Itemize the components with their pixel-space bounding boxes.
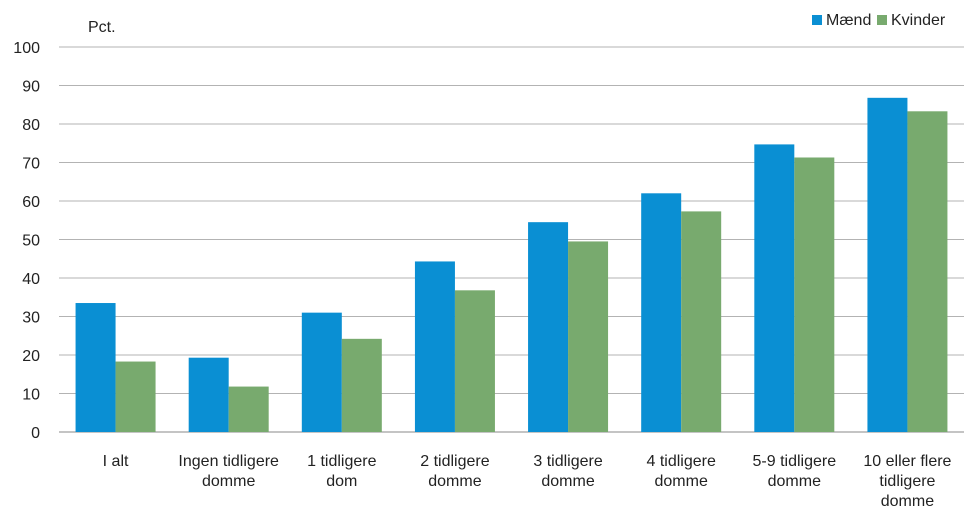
y-tick-label: 30 [22, 310, 40, 327]
x-category-label: 5-9 tidligere domme [753, 453, 837, 490]
legend-swatch [812, 15, 822, 25]
bar-kvinder [794, 157, 835, 432]
y-tick-label: 70 [22, 156, 40, 173]
x-category-label: 3 tidligere domme [533, 453, 602, 490]
y-tick-label: 100 [13, 40, 40, 57]
x-category-label: 10 eller flere tidligere domme [863, 453, 951, 510]
bar-kvinder [341, 338, 382, 432]
y-tick-label: 40 [22, 271, 40, 288]
y-tick-label: 20 [22, 348, 40, 365]
bar-maend [528, 222, 569, 432]
legend-swatch [877, 15, 887, 25]
bar-maend [754, 144, 795, 432]
x-category-label: 1 tidligere dom [307, 453, 376, 490]
y-tick-label: 90 [22, 79, 40, 96]
y-axis-unit-label: Pct. [88, 19, 116, 36]
x-category-label: 4 tidligere domme [647, 453, 716, 490]
legend-label: Kvinder [891, 12, 946, 29]
x-category-label: Ingen tidligere domme [178, 453, 279, 490]
x-axis-labels: I alt Ingen tidligere domme 1 tidligere dom 2… [103, 453, 952, 510]
bar-maend [414, 261, 455, 432]
y-tick-label: 10 [22, 387, 40, 404]
bar-kvinder [681, 211, 722, 432]
bar-maend [867, 97, 908, 432]
y-tick-label: 80 [22, 117, 40, 134]
bar-maend [641, 193, 682, 432]
bar-kvinder [568, 241, 609, 432]
y-tick-label: 50 [22, 233, 40, 250]
bar-kvinder [228, 386, 269, 432]
x-category-label: I alt [103, 453, 129, 470]
x-category-label: 2 tidligere domme [420, 453, 489, 490]
legend-label: Mænd [826, 12, 871, 29]
y-tick-label: 0 [31, 425, 40, 442]
bar-kvinder [907, 111, 948, 433]
y-tick-label: 60 [22, 194, 40, 211]
bar-kvinder [115, 361, 156, 432]
bar-maend [301, 312, 342, 432]
bar-maend [75, 303, 116, 432]
bar-maend [188, 357, 229, 432]
legend: Mænd Kvinder [812, 12, 946, 29]
y-axis-ticks: 0 10 20 30 40 50 60 70 80 90 100 [13, 40, 40, 442]
bars [75, 97, 948, 433]
bar-kvinder [454, 290, 495, 432]
